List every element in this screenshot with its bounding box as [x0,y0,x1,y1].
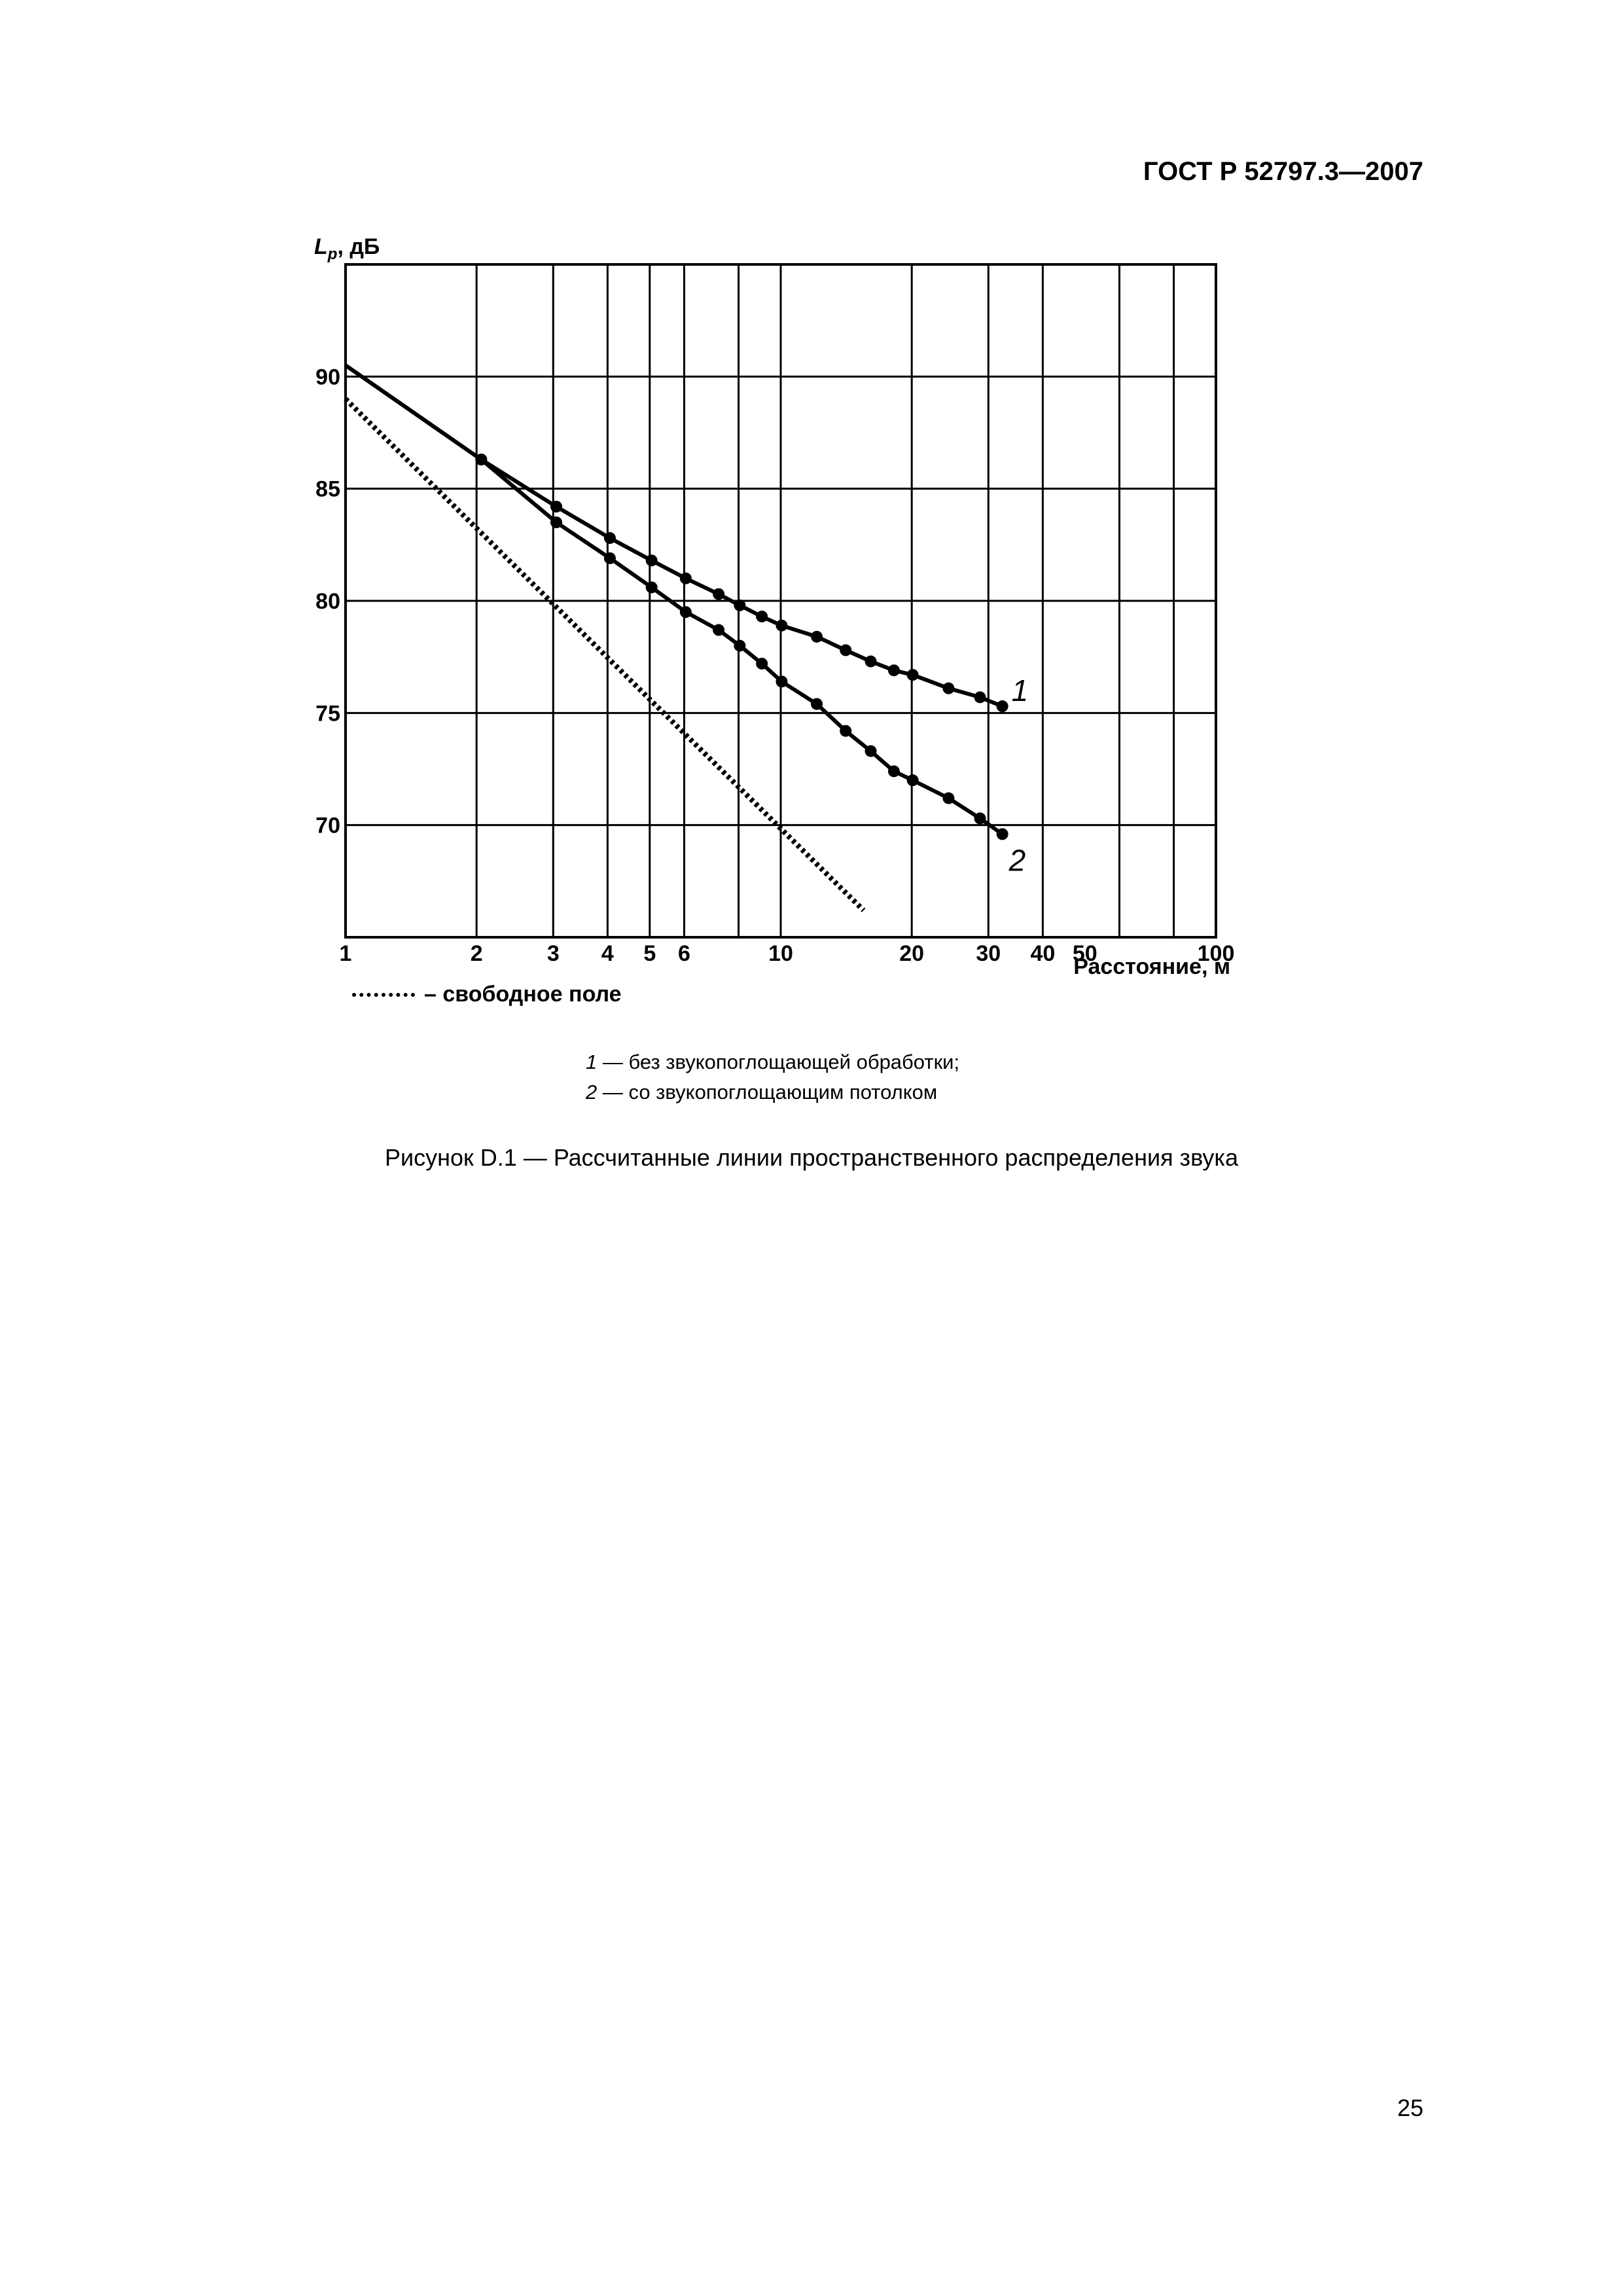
y-axis-label: Lp, дБ [314,234,380,263]
series-2-point [475,454,488,466]
series-1-point [645,554,658,567]
series-2-point [756,657,768,670]
y-axis-label-sub: p [327,245,338,263]
series-2-point [996,828,1008,840]
legend-note-text: — без звукопоглощающей обработки; [597,1050,960,1073]
x-tick-label: 2 [471,941,483,966]
series-2-point [776,675,788,688]
series-1-point [713,588,725,600]
series-1-point [887,664,900,677]
legend-note-num: 1 [586,1050,597,1073]
series-2-point [974,812,986,825]
series-1-point [679,572,692,584]
series-1-point [840,644,852,656]
y-tick-label: 85 [315,477,340,502]
x-tick-label: 10 [768,941,793,966]
series-2-point [679,606,692,619]
series-2-point [550,516,563,529]
series-1-point [906,669,919,681]
series-2-point [603,552,616,564]
x-tick-label: 30 [976,941,1001,966]
x-tick-label: 6 [678,941,690,966]
y-tick-label: 75 [315,701,340,726]
series-2-point [811,698,823,710]
series-2-point [942,792,955,804]
y-tick-label: 80 [315,589,340,614]
legend-notes: 1 — без звукопоглощающей обработки; 2 — … [586,1047,959,1107]
series-2-point [865,745,877,757]
legend-note-2: 2 — со звукопоглощающим потолком [586,1077,959,1107]
figure-caption: Рисунок D.1 — Рассчитанные линии простра… [385,1144,1238,1171]
x-tick-label: 3 [547,941,560,966]
series-1-point [942,682,955,694]
series-1-line [344,363,1003,708]
x-axis-label: Расстояние, м [1073,954,1230,979]
document-header: ГОСТ Р 52797.3—2007 [1143,157,1423,186]
y-axis-label-main: L [314,234,328,259]
series-1-point [603,532,616,545]
series-1-point [550,501,563,513]
series-free-field-line [344,397,866,912]
series-2-label: 2 [1008,843,1026,877]
series-2-line [344,363,1004,836]
x-tick-label: 50 [1073,941,1097,966]
x-tick-label: 100 [1198,941,1235,966]
y-tick-label: 90 [315,365,340,389]
series-2-point [734,639,746,652]
y-axis-label-unit: , дБ [337,234,380,259]
x-tick-label: 4 [601,941,614,966]
free-field-legend: – свободное поле [352,982,622,1007]
x-tick-label: 1 [340,941,352,966]
series-2-point [887,765,900,778]
legend-note-text: — со звукопоглощающим потолком [597,1081,938,1103]
free-field-legend-text: – свободное поле [424,982,622,1007]
series-2-point [840,725,852,737]
series-1-point [734,599,746,611]
series-1-point [776,619,788,632]
x-tick-label: 5 [643,941,656,966]
y-tick-label: 70 [315,814,340,838]
series-1-label: 1 [1012,673,1029,708]
x-tick-label: 40 [1030,941,1055,966]
chart-series-labels: 12 [1008,673,1029,877]
x-tick-label: 20 [899,941,924,966]
series-1-point [756,610,768,622]
series-2-point [713,624,725,636]
dotted-line-sample [352,992,415,997]
legend-note-num: 2 [586,1081,597,1103]
legend-note-1: 1 — без звукопоглощающей обработки; [586,1047,959,1077]
series-1-point [974,691,986,704]
chart-grid [344,263,1217,939]
series-2-point [645,581,658,594]
series-2-point [906,774,919,787]
chart-series [344,363,1008,912]
series-1-point [996,700,1008,713]
series-1-point [865,655,877,668]
page-number: 25 [1397,2094,1423,2121]
series-1-point [811,630,823,643]
